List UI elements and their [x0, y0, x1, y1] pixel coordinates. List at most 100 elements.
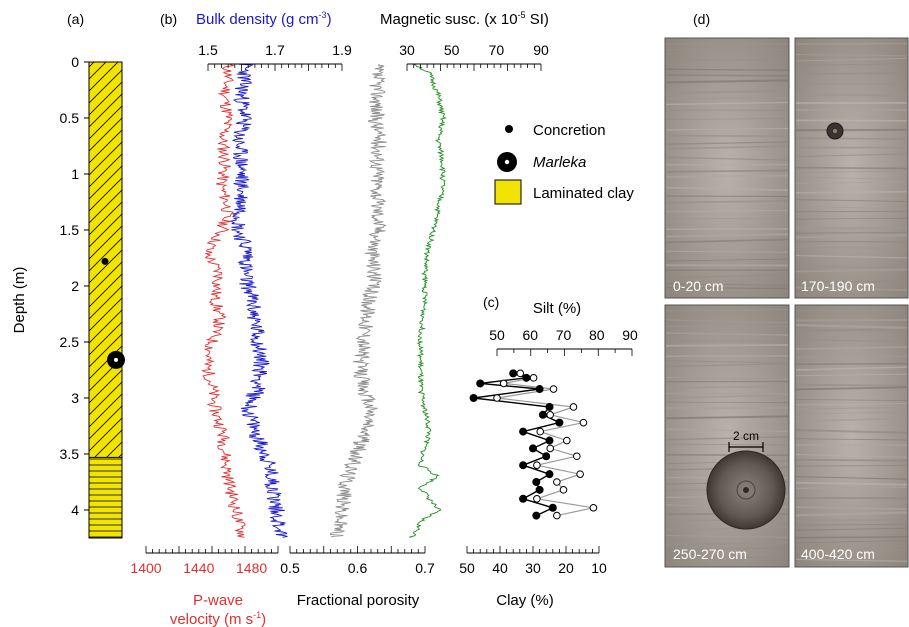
clay-point	[476, 379, 485, 388]
depth-tick-label: 0.5	[60, 110, 80, 126]
porosity-axis-label: Fractional porosity	[297, 592, 420, 609]
clay-point	[542, 452, 551, 461]
clay-axis-tick-label: 50	[459, 560, 475, 576]
clay-axis-tick-label: 30	[525, 560, 541, 576]
porosity-axis-tick-label: 0.6	[348, 560, 368, 576]
legend: Concretion Marleka Laminated clay	[494, 122, 634, 205]
photo-lamina	[665, 127, 789, 131]
silt-point	[569, 403, 578, 411]
photo-lamina	[665, 548, 789, 550]
legend-marleka-label: Marleka	[533, 154, 586, 171]
pwave-axis-tick-label: 1440	[183, 560, 214, 576]
photo-lamina	[665, 376, 789, 380]
photo-lamina	[795, 254, 908, 259]
concretion-marker	[101, 257, 109, 265]
photo-lamina	[795, 246, 908, 250]
photo-marleka-ring	[736, 480, 756, 500]
photo-lamina	[665, 535, 789, 538]
photo-lamina	[665, 89, 789, 95]
photo-lamina	[665, 74, 789, 77]
silt-point	[516, 369, 525, 378]
photo-lamina	[795, 137, 908, 140]
pwave-axis-tick-label: 1400	[130, 560, 161, 576]
photo-lamina	[795, 324, 908, 329]
photo-lamina	[795, 481, 908, 486]
clay-point	[469, 394, 478, 402]
porosity-axis-tick-label: 0.7	[415, 560, 435, 576]
photo-lamina	[795, 406, 908, 410]
legend-marleka-symbol-center	[504, 159, 510, 165]
photo-lamina	[795, 217, 908, 220]
depth-tick-label: 3.5	[60, 446, 80, 462]
silt-point	[533, 461, 541, 470]
photo-lamina	[665, 392, 789, 395]
photo-lamina	[665, 415, 789, 420]
clay-point	[545, 436, 554, 445]
clay-point	[519, 494, 528, 503]
silt-point	[499, 379, 508, 388]
silt-point	[563, 436, 571, 445]
panel-label-b: (b)	[160, 11, 177, 27]
scale-bar-label: 2 cm	[733, 429, 759, 443]
clay-point	[519, 427, 528, 436]
photo-lamina	[665, 428, 789, 433]
photo-lamina	[665, 79, 789, 84]
clay-point	[545, 470, 554, 479]
silt-point	[493, 394, 501, 402]
photo-lamina	[795, 486, 908, 489]
photo-lamina	[795, 153, 908, 158]
clay-point	[538, 410, 547, 419]
photo-lamina	[665, 101, 789, 106]
photo-lamina	[665, 401, 789, 404]
photo-lamina	[665, 145, 789, 150]
photo-lamina	[665, 436, 789, 441]
photo-lamina	[795, 458, 908, 462]
magsus-axis-title: Magnetic susc. (x 10-5 SI)	[380, 10, 549, 28]
clay-point	[519, 461, 528, 470]
silt-point	[589, 503, 598, 512]
photo-lamina	[795, 346, 908, 350]
photo-lamina	[665, 443, 789, 446]
pwave-series-line	[201, 63, 246, 538]
clay-axis-tick-label: 10	[591, 560, 607, 576]
silt-axis-tick-label: 70	[556, 327, 572, 343]
photo-lamina	[665, 258, 789, 262]
clay-axis-tick-label: 40	[492, 560, 508, 576]
photo-lamina	[795, 540, 908, 544]
photo-lamina	[795, 176, 908, 180]
photo-lamina	[795, 523, 908, 526]
photo-lamina	[665, 210, 789, 213]
photo-lamina	[665, 68, 789, 71]
photo-lamina	[795, 535, 908, 539]
clay-point	[509, 369, 518, 378]
photo-lamina	[795, 231, 908, 234]
photo-lamina	[795, 511, 908, 517]
well-log-tracks: 1.5 1.7 1.9 30 50 70 90 1400 1440 1480 0.5 0.6 0.7 50…	[130, 42, 638, 576]
clay-point	[522, 373, 531, 382]
clay-point	[532, 511, 541, 520]
silt-axis-tick-label: 60	[522, 327, 538, 343]
lithology-column: 0 0.5 1 1.5 2 2.5 3 3.5 4 Depth (m)	[11, 54, 125, 539]
photo-lamina	[665, 453, 789, 457]
photo-lamina	[665, 118, 789, 120]
photo-lamina	[795, 383, 908, 387]
photo-lamina	[795, 558, 908, 562]
silt-point	[546, 411, 555, 419]
panel-label-a: (a)	[67, 11, 84, 27]
photo-lamina	[665, 174, 789, 178]
photo-lamina	[665, 319, 789, 324]
photo-lamina	[665, 527, 789, 531]
panel-label-d: (d)	[693, 11, 710, 27]
photo-marleka-center	[743, 487, 749, 493]
photo-label-170-190: 170-190 cm	[801, 278, 875, 294]
photo-lamina	[665, 186, 789, 192]
photo-lamina	[795, 362, 908, 366]
photo-lamina	[795, 170, 908, 174]
photo-lamina	[665, 156, 789, 161]
photo-lamina	[795, 453, 908, 458]
magsus-axis-tick-label: 70	[489, 42, 505, 58]
photo-lamina	[795, 53, 908, 57]
photo-label-250-270: 250-270 cm	[673, 546, 747, 562]
photo-lamina	[795, 190, 908, 194]
silt-axis-tick-label: 90	[622, 327, 638, 343]
